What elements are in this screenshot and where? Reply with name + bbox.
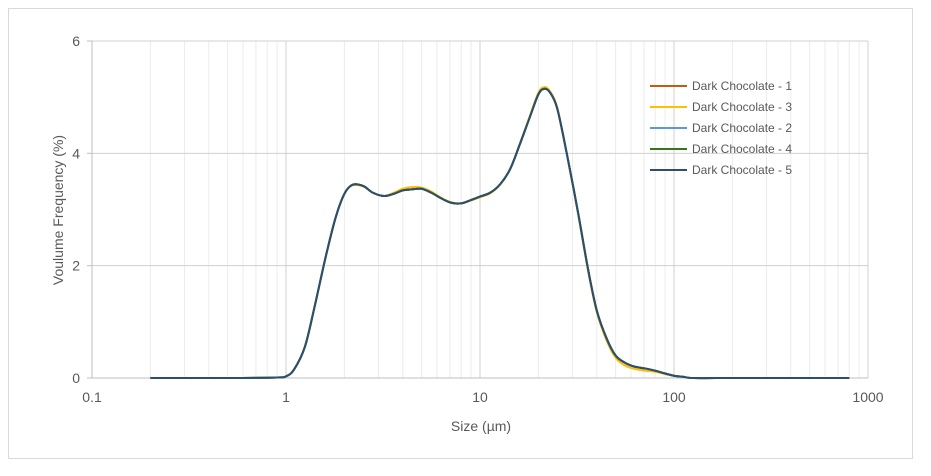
series-lines: [150, 86, 850, 380]
y-tick-label: 0: [72, 370, 80, 386]
y-tick-label: 2: [72, 258, 80, 274]
legend-label: Dark Chocolate - 3: [692, 100, 792, 114]
tick-labels: 0.1 1 10 100 1000 0 2 4 6: [72, 33, 884, 405]
legend-label: Dark Chocolate - 4: [692, 142, 792, 156]
legend-label: Dark Chocolate - 2: [692, 121, 792, 135]
grid-lines: [91, 40, 869, 379]
y-axis-label: Voulume Frequency (%): [50, 135, 66, 285]
x-tick-label: 1000: [852, 389, 883, 405]
y-tick-label: 6: [72, 33, 80, 49]
series-line-5: [150, 87, 850, 380]
legend: Dark Chocolate - 1 Dark Chocolate - 3 Dark…: [650, 79, 792, 177]
x-tick-label: 1: [282, 389, 290, 405]
x-axis-label: Size (µm): [451, 418, 511, 434]
legend-label: Dark Chocolate - 1: [692, 79, 792, 93]
x-tick-label: 0.1: [82, 389, 102, 405]
x-tick-label: 10: [472, 389, 488, 405]
x-tick-label: 100: [662, 389, 686, 405]
chart-frame: [8, 8, 913, 459]
legend-label: Dark Chocolate - 5: [692, 163, 792, 177]
y-tick-label: 4: [72, 145, 80, 161]
